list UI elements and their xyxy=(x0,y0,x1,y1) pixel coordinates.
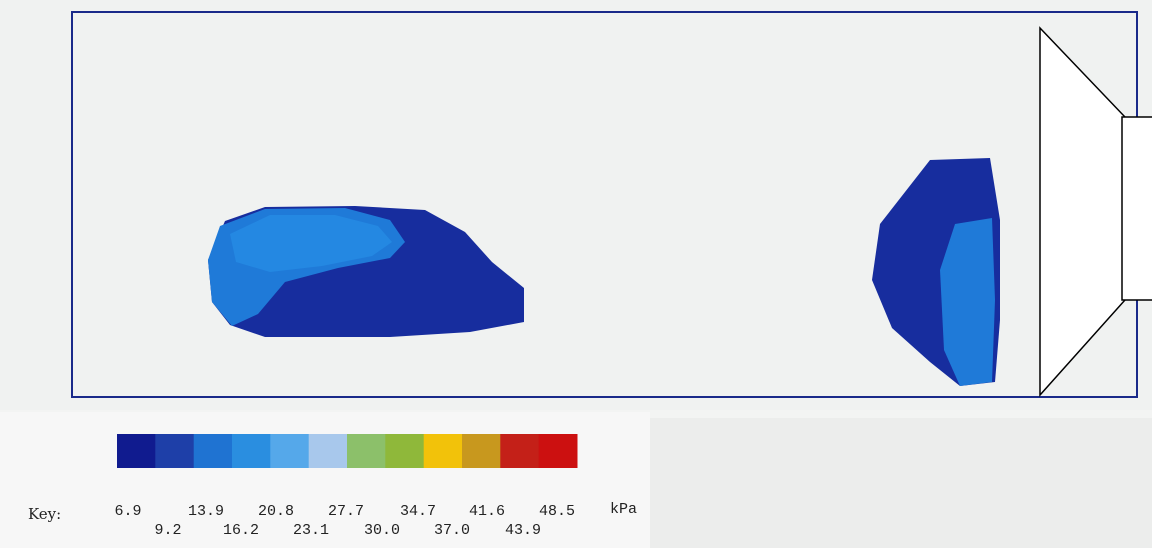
tick-label: 16.2 xyxy=(222,522,260,539)
color-swatch xyxy=(232,434,271,468)
tick-label: 30.0 xyxy=(363,522,401,539)
tick-label: 48.5 xyxy=(538,503,576,520)
tick-label: 37.0 xyxy=(433,522,471,539)
color-swatch xyxy=(423,434,463,468)
tick-label: 41.6 xyxy=(468,503,506,520)
unit-label: kPa xyxy=(610,501,638,518)
right-pressure-region-inner xyxy=(940,218,995,386)
color-swatch xyxy=(155,434,195,468)
color-swatch xyxy=(193,434,233,468)
color-swatch xyxy=(117,434,156,468)
color-swatch xyxy=(308,434,348,468)
tick-label: 20.8 xyxy=(257,503,295,520)
left-pressure-region-core xyxy=(230,215,392,272)
color-swatch xyxy=(538,434,578,468)
key-label: Key: xyxy=(28,505,62,523)
tick-label: 13.9 xyxy=(187,503,225,520)
color-swatch xyxy=(385,434,425,468)
tick-label: 6.9 xyxy=(114,503,142,520)
tick-label: 9.2 xyxy=(154,522,182,539)
blank-panel xyxy=(650,418,1152,548)
tick-label: 34.7 xyxy=(399,503,437,520)
color-swatch xyxy=(462,434,501,468)
indicator-box xyxy=(1121,116,1152,301)
tick-label: 23.1 xyxy=(292,522,330,539)
color-swatch xyxy=(347,434,386,468)
color-swatch xyxy=(270,434,310,468)
color-swatch xyxy=(500,434,540,468)
color-scale xyxy=(117,434,578,468)
tick-label: 27.7 xyxy=(327,503,365,520)
tick-label: 43.9 xyxy=(504,522,542,539)
